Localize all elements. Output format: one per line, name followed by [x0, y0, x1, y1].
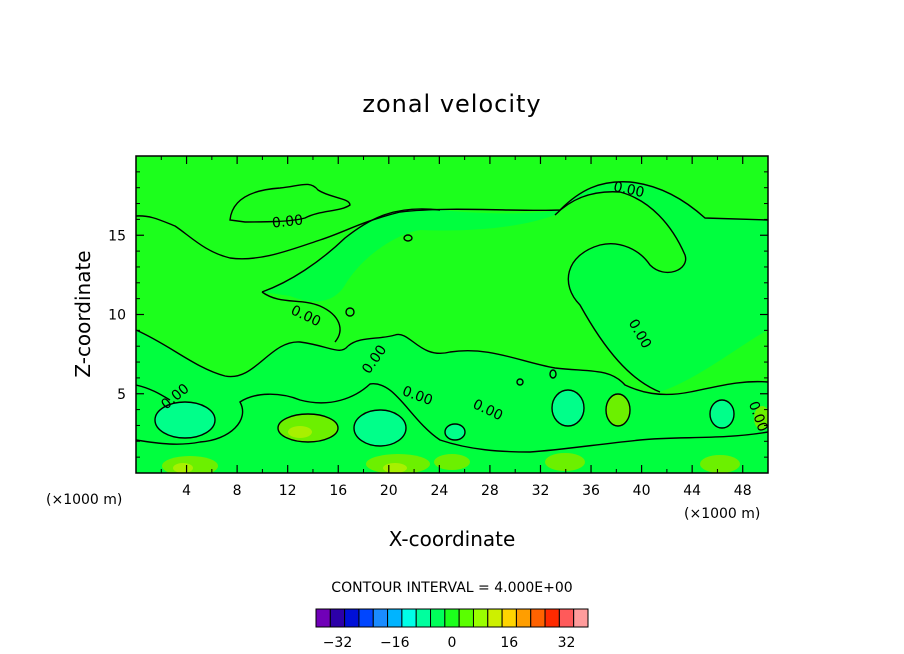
- z-multiplier-label: (×1000 m): [46, 492, 122, 508]
- x-axis-title: X-coordinate: [389, 527, 516, 551]
- colorbar-swatch: [401, 608, 417, 628]
- chart-title: zonal velocity: [362, 90, 541, 118]
- colorbar-tick-label: 0: [448, 635, 457, 651]
- colorbar-swatch: [530, 608, 546, 628]
- colorbar-swatch: [415, 608, 432, 628]
- blob-strong-2: [383, 463, 407, 473]
- colorbar-swatch: [458, 608, 474, 628]
- blob-pos-7: [700, 455, 740, 473]
- colorbar-swatch: [315, 608, 331, 628]
- y-axis-title: Z-coordinate: [71, 250, 95, 377]
- colorbar-swatch: [501, 608, 517, 628]
- x-tick-label: 24: [430, 483, 448, 499]
- colorbar-tick-label: 32: [558, 635, 576, 651]
- blob-neg-5: [445, 424, 465, 440]
- colorbar-tick-label: −16: [380, 635, 410, 651]
- blob-neg-1: [155, 402, 215, 438]
- x-tick-label: 8: [233, 483, 242, 499]
- colorbar-swatch: [444, 608, 460, 628]
- colorbar-swatch: [358, 608, 374, 628]
- colorbar-swatch: [344, 608, 360, 628]
- blob-pos-5: [434, 454, 470, 470]
- colorbar-swatch: [472, 608, 489, 628]
- colorbar-swatch: [558, 608, 575, 628]
- x-tick-label: 40: [633, 483, 651, 499]
- contour-label: 0.00: [612, 179, 646, 201]
- field-negative-upper: [262, 181, 768, 392]
- x-tick-label: 36: [582, 483, 600, 499]
- colorbar-swatch: [515, 608, 532, 628]
- contour-label: 0.00: [271, 212, 304, 231]
- x-tick-label: 16: [329, 483, 347, 499]
- blob-pos-8: [754, 406, 768, 430]
- blob-pos-6: [545, 453, 585, 471]
- x-tick-label: 28: [481, 483, 499, 499]
- blob-pos-2: [606, 394, 630, 426]
- blob-neg-4: [710, 400, 734, 428]
- colorbar-swatch: [544, 608, 560, 628]
- colorbar-swatch: [430, 608, 446, 628]
- colorbar-tick-label: −32: [323, 635, 353, 651]
- x-tick-label: 32: [532, 483, 550, 499]
- colorbar-swatch: [329, 608, 346, 628]
- z-tick-label: 15: [108, 228, 126, 244]
- blob-neg-2: [354, 410, 406, 446]
- contour-interval-label: CONTOUR INTERVAL = 4.000E+00: [331, 580, 572, 596]
- z-tick-label: 5: [117, 387, 126, 403]
- zero-contours: [136, 181, 768, 453]
- blob-strong-1: [173, 463, 193, 473]
- colorbar-swatch: [487, 608, 503, 628]
- blob-strong-3: [288, 426, 312, 438]
- z-tick-label: 10: [108, 308, 126, 324]
- colorbar-tick-label: 16: [500, 635, 518, 651]
- x-tick-label: 12: [279, 483, 297, 499]
- x-tick-label: 44: [683, 483, 701, 499]
- x-multiplier-label: (×1000 m): [684, 506, 760, 522]
- colorbar-swatch: [372, 608, 389, 628]
- x-tick-label: 20: [380, 483, 398, 499]
- colorbar-swatch: [573, 608, 589, 628]
- plot-area: [136, 156, 768, 473]
- x-tick-label: 48: [734, 483, 752, 499]
- blob-neg-3: [552, 390, 584, 426]
- x-tick-label: 4: [182, 483, 191, 499]
- colorbar-swatch: [387, 608, 403, 628]
- colorbar: −32 −16 0 16 32: [315, 608, 589, 651]
